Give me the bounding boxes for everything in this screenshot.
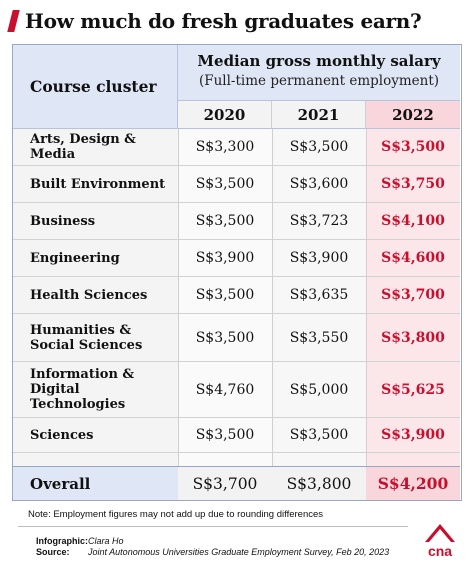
table-row: Engineering S$3,900 S$3,900 S$4,600 [13,240,460,277]
salary-cell-2021: S$3,635 [289,287,349,303]
salary-cell-2021: S$3,600 [289,176,349,192]
source-credit-value: Joint Autonomous Universities Graduate E… [88,547,390,557]
infographic-credit-value: Clara Ho [88,536,124,546]
col-2022-bg [366,129,460,500]
salary-cell-2022: S$3,800 [381,329,445,346]
column-divider [178,129,179,500]
overall-2020-value: S$3,700 [192,474,258,493]
overall-label-bg [13,467,178,500]
salary-cell-2020: S$4,760 [195,381,255,398]
table-row: Humanities & Social Sciences S$3,500 S$3,55… [13,314,460,362]
table-row: Built Environment S$3,500 S$3,600 S$3,750 [13,166,460,203]
salary-cell-2020: S$3,500 [195,427,255,443]
row-label-line: Social Sciences [30,337,143,353]
table-row: Arts, Design & Media S$3,300 S$3,500 S$3,50… [13,129,460,166]
page-title: How much do fresh graduates earn? [25,9,422,33]
footnote: Note: Employment figures may not add up … [28,509,324,520]
salary-cell-2022: S$3,500 [381,139,445,155]
col-2021-bg [272,129,366,500]
table-row: Information & Digital Technologies S$4,760… [13,362,460,418]
course-cluster-label: Course cluster [30,77,157,96]
salary-cell-2022: S$3,700 [381,287,445,303]
salary-cell-2022: S$4,600 [381,250,445,266]
salary-cell-2020: S$3,300 [195,139,255,155]
salary-group-header: Median gross monthly salary (Full-time p… [178,45,460,101]
salary-cell-2022: S$3,900 [381,427,445,443]
column-divider [272,129,273,500]
salary-cell-2020: S$3,900 [195,250,255,266]
cna-logo-icon: cna [425,524,455,559]
row-label-line: Digital Technologies [30,382,126,412]
row-label-lines: Information & Digital Technologies [30,367,175,412]
row-label-lines: Humanities & Social Sciences [30,323,142,353]
row-label: Information & Digital Technologies [30,362,175,417]
title-accent-bar [7,10,20,32]
year-header-2021: 2021 [272,101,366,129]
column-divider [366,129,367,500]
salary-cell-2021: S$3,900 [289,250,349,266]
overall-label: Overall [30,474,91,493]
row-label-line: Humanities & [30,322,132,338]
overall-values-bg [178,467,366,500]
title-area: How much do fresh graduates earn? [7,6,468,36]
row-label: Engineering [30,250,120,266]
table-row: Sciences S$3,500 S$3,500 S$3,900 [13,418,460,453]
salary-cell-2022: S$5,625 [381,381,445,398]
row-label: Sciences [30,427,94,443]
col-2020-bg [178,129,272,500]
row-label-line: Information & [30,367,135,382]
row-label: Health Sciences [30,287,148,303]
label-column-bg [13,129,178,500]
salary-cell-2021: S$5,000 [289,381,349,398]
row-label: Business [30,213,96,229]
footer-divider [18,526,408,527]
salary-cell-2020: S$3,500 [195,176,255,192]
salary-cell-2022: S$3,750 [381,176,445,192]
salary-cell-2021: S$3,723 [289,213,349,229]
salary-cell-2022: S$4,100 [381,213,445,229]
salary-group-subtitle: (Full-time permanent employment) [198,73,440,89]
salary-cell-2021: S$3,500 [289,427,349,443]
table-row: Health Sciences S$3,500 S$3,635 S$3,700 [13,277,460,314]
cna-logo-mark [425,524,455,542]
salary-cell-2021: S$3,550 [289,329,349,346]
overall-row: Overall S$3,700 S$3,800 S$4,200 [13,466,460,500]
salary-cell-2020: S$3,500 [195,329,255,346]
row-label: Built Environment [30,176,166,192]
salary-group-title: Median gross monthly salary [197,52,441,70]
overall-2022-bg [366,467,460,500]
cna-logo-text: cna [428,543,452,559]
year-header-2020: 2020 [178,101,272,129]
source-credit-label: Source: [36,547,70,557]
year-header-2022: 2022 [366,101,460,129]
overall-2021-value: S$3,800 [286,474,352,493]
infographic-credit-label: Infographic: [36,536,88,546]
course-cluster-header: Course cluster [13,45,178,129]
overall-2022-value: S$4,200 [377,474,449,493]
row-label: Humanities & Social Sciences [30,314,175,361]
salary-cell-2020: S$3,500 [195,287,255,303]
salary-table: Course cluster Median gross monthly sala… [12,44,462,501]
salary-cell-2020: S$3,500 [195,213,255,229]
salary-cell-2021: S$3,500 [289,139,349,155]
table-row: Business S$3,500 S$3,723 S$4,100 [13,203,460,240]
row-label: Arts, Design & Media [30,132,136,162]
